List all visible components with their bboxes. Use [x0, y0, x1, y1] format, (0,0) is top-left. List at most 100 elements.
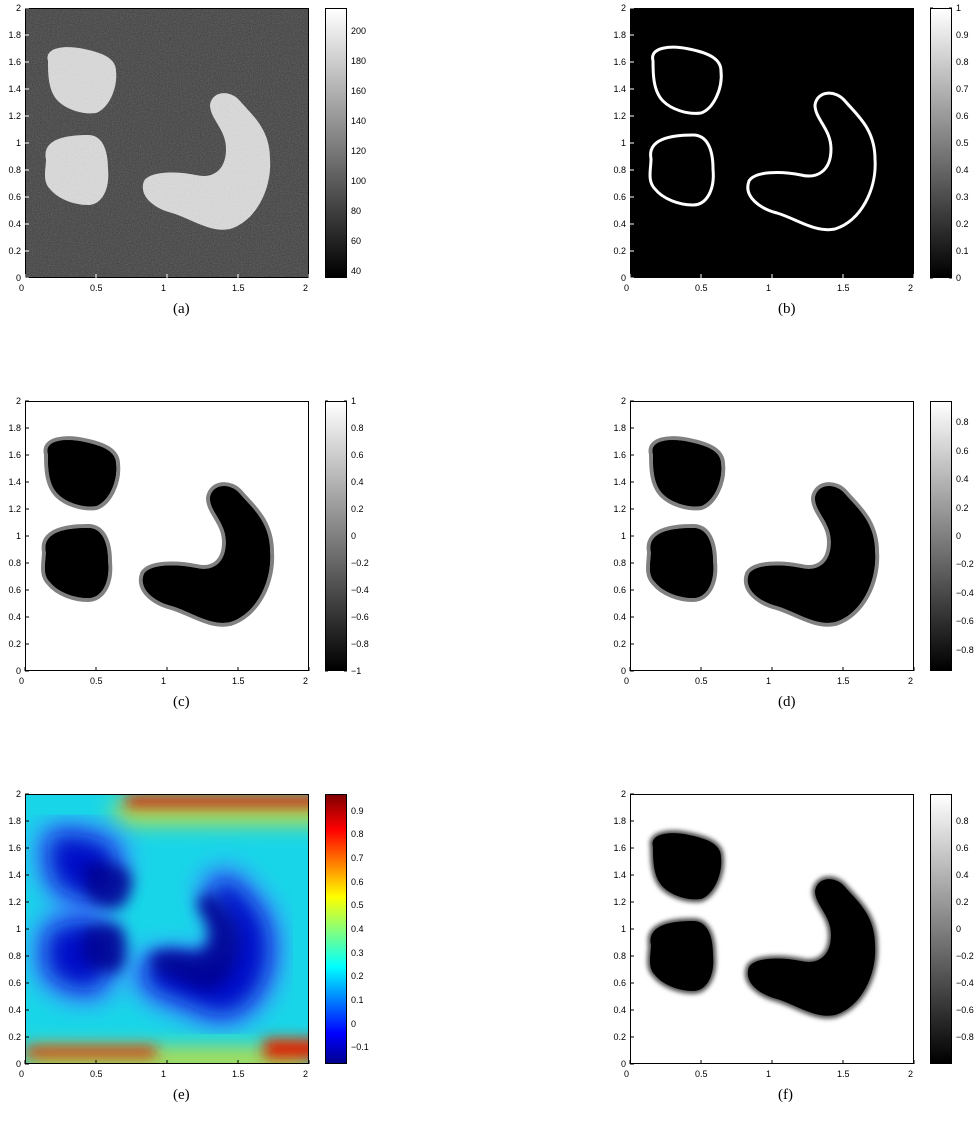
region-3 — [142, 486, 271, 623]
colorbar — [930, 401, 952, 671]
y-tick-label: 1 — [620, 531, 626, 541]
y-tick-label: 1.2 — [613, 504, 626, 514]
y-tick-label: 0.8 — [613, 165, 626, 175]
y-tick-label: 0.2 — [8, 639, 21, 649]
region-1 — [47, 440, 117, 507]
colorbar-tick-label: −0.6 — [956, 1005, 974, 1015]
colorbar-tick-label: 0 — [351, 1018, 357, 1029]
panel-a: 0 0.2 0.4 0.6 0.8 1 1.2 1.4 1.6 1.8 2 0 0.5 1 1.5 2 40 60… — [0, 0, 400, 360]
y-tick-label: 1.8 — [8, 423, 21, 433]
y-tick-label: 0.2 — [8, 246, 21, 256]
y-tick-label: 0.4 — [8, 219, 21, 229]
colorbar-tick-label: 0.1 — [956, 246, 969, 256]
y-tick-label: 1.4 — [8, 870, 21, 880]
x-tick-label: 2 — [303, 283, 309, 293]
x-tick-label: 1 — [161, 1069, 167, 1079]
y-tick-label: 0.4 — [613, 219, 626, 229]
y-tick-label: 1.2 — [8, 111, 21, 121]
x-tick-label: 0 — [624, 283, 630, 293]
colorbar-tick-label: −1 — [351, 666, 362, 676]
y-tick-label: 1 — [15, 138, 21, 148]
x-tick-label: 0 — [19, 283, 25, 293]
colorbar-tick-label: 0 — [956, 924, 962, 934]
y-tick-label: 1.8 — [8, 30, 21, 40]
y-tick-label: 0.8 — [613, 558, 626, 568]
colorbar-tick-label: 0 — [956, 531, 962, 541]
y-tick-label: 0 — [620, 273, 626, 283]
y-tick-label: 1 — [15, 531, 21, 541]
colorbar-tick-label: 200 — [351, 25, 367, 36]
region-1 — [83, 862, 132, 909]
x-tick-label: 1 — [766, 676, 772, 686]
colorbar-tick-label: −0.6 — [351, 612, 369, 622]
y-tick-label: 1.8 — [8, 816, 21, 826]
y-tick-label: 2 — [15, 3, 21, 13]
colorbar-tick-label: 0.3 — [351, 947, 364, 958]
plot-area — [630, 794, 914, 1064]
colorbar-tick-label: −0.4 — [351, 585, 369, 595]
y-tick-label: 0.6 — [613, 192, 626, 202]
colorbar — [325, 8, 347, 278]
colorbar-tick-label: 0.5 — [956, 138, 969, 148]
colorbar-tick-label: −0.8 — [351, 639, 369, 649]
colorbar-tick-label: 0.6 — [956, 445, 969, 456]
y-tick-label: 1.2 — [613, 111, 626, 121]
y-tick-label: 1.8 — [613, 423, 626, 433]
colorbar-tick-label: −0.4 — [956, 587, 974, 598]
y-tick-label: 2 — [15, 789, 21, 799]
x-tick-label: 0.5 — [90, 1069, 103, 1079]
x-tick-label: 0.5 — [695, 676, 708, 686]
x-tick-label: 1.5 — [232, 283, 245, 293]
panel-e: 0 0.2 0.4 0.6 0.8 1 1.2 1.4 1.6 1.8 2 0 0.5 1 1.5 2 −0.1… — [0, 786, 400, 1146]
panel-c: 0 0.2 0.4 0.6 0.8 1 1.2 1.4 1.6 1.8 2 0 0.5 1 1.5 2 −1 −0… — [0, 393, 400, 753]
colorbar-tick-label: 0.7 — [351, 852, 364, 863]
x-tick-label: 1 — [766, 283, 772, 293]
colorbar-tick-label: 0.4 — [351, 924, 364, 934]
y-tick-label: 0 — [15, 666, 21, 676]
y-tick-label: 0.4 — [613, 612, 626, 622]
y-tick-label: 0.8 — [613, 951, 626, 961]
colorbar-tick-label: 0.4 — [351, 477, 364, 487]
x-tick-label: 2 — [303, 676, 309, 686]
colorbar-tick-label: 0.8 — [956, 417, 969, 428]
y-tick-label: 1.2 — [8, 897, 21, 907]
y-tick-label: 0.8 — [8, 951, 21, 961]
colorbar-tick-label: −0.8 — [956, 1032, 974, 1042]
panel-d: 0 0.2 0.4 0.6 0.8 1 1.2 1.4 1.6 1.8 2 0 0.5 1 1.5 2 −0.8… — [605, 393, 977, 753]
y-tick-label: 0 — [15, 1059, 21, 1069]
y-tick-label: 0.2 — [613, 1032, 626, 1042]
y-tick-label: 2 — [620, 3, 626, 13]
y-tick-label: 1.8 — [613, 816, 626, 826]
colorbar-tick-label: 0 — [956, 273, 962, 283]
region-1 — [47, 47, 117, 114]
axis-ticks — [629, 400, 952, 672]
colorbar-tick-label: 0.2 — [956, 897, 969, 907]
y-tick-label: 0.4 — [8, 612, 21, 622]
colorbar-tick-label: 0.2 — [956, 502, 969, 513]
x-tick-label: 0 — [19, 676, 25, 686]
y-tick-label: 1.4 — [613, 84, 626, 94]
x-tick-label: 2 — [908, 676, 914, 686]
x-tick-label: 2 — [303, 1069, 309, 1079]
colorbar-tick-label: −0.2 — [956, 559, 974, 570]
y-tick-label: 2 — [620, 396, 626, 406]
colorbar — [325, 794, 347, 1064]
x-tick-label: 0.5 — [695, 283, 708, 293]
colorbar-tick-label: 140 — [351, 115, 367, 126]
colorbar-tick-label: 0.6 — [956, 111, 969, 121]
plot-area — [630, 401, 914, 671]
colorbar-tick-label: −0.2 — [351, 558, 369, 568]
y-tick-label: 0.6 — [8, 978, 21, 988]
region-3 — [142, 879, 271, 1016]
colorbar-tick-label: 0.2 — [956, 219, 969, 229]
y-tick-label: 1.4 — [8, 477, 21, 487]
y-tick-label: 0.8 — [8, 165, 21, 175]
x-tick-label: 0 — [624, 1069, 630, 1079]
colorbar-tick-label: 0 — [351, 531, 357, 541]
y-tick-label: 0.8 — [8, 558, 21, 568]
y-tick-label: 0 — [620, 1059, 626, 1069]
colorbar-tick-label: 0.8 — [956, 57, 969, 67]
colorbar — [930, 8, 952, 278]
region-2 — [45, 528, 109, 598]
x-tick-label: 2 — [908, 283, 914, 293]
